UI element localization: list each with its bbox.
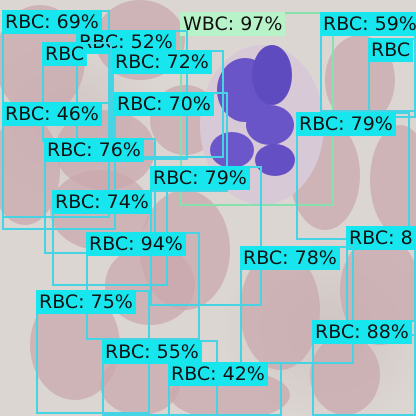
rbc-detection: RBC: 8 — [346, 226, 416, 336]
rbc-detection: RBC: 74% — [52, 190, 168, 286]
detection-label: RBC: 75% — [36, 290, 136, 314]
rbc-cell — [310, 335, 380, 415]
rbc-detection: RBC: 88% — [312, 320, 416, 416]
rbc-detection: RBC: 78% — [240, 246, 354, 364]
detection-label: RBC: 79% — [296, 112, 396, 136]
rbc-detection: RBC: 42% — [168, 362, 282, 416]
detection-label: RBC: 94% — [86, 232, 186, 256]
detection-label: WBC: 97% — [180, 12, 286, 36]
rbc-detection: RBC — [368, 38, 416, 118]
detection-label: RBC: 59% — [320, 12, 416, 36]
detection-label: RBC: 46% — [2, 102, 102, 126]
rbc-cell — [30, 290, 120, 400]
detection-label: RBC: 72% — [112, 50, 212, 74]
detection-label: RBC — [42, 42, 88, 66]
rbc-detection: RBC: 76% — [44, 138, 156, 254]
detection-label: RBC: 42% — [168, 362, 268, 386]
rbc-cell — [370, 125, 416, 235]
rbc-detection: RBC: 79% — [296, 112, 410, 240]
rbc-detection: RBC: 55% — [102, 340, 218, 416]
detection-label: RBC: 76% — [44, 138, 144, 162]
rbc-cell — [340, 235, 416, 345]
detection-label: RBC: 79% — [150, 166, 250, 190]
detection-label: RBC: 70% — [114, 92, 214, 116]
rbc-detection: RBC: 46% — [2, 102, 116, 230]
rbc-detection: RBC: 75% — [36, 290, 150, 414]
detection-label: RBC: 88% — [312, 320, 412, 344]
wbc-detection: WBC: 97% — [180, 12, 334, 206]
rbc-detection: RBC: 72% — [112, 50, 224, 158]
rbc-detection: RBC: 70% — [114, 92, 228, 192]
detection-label: RBC: 69% — [2, 10, 102, 34]
wbc-cell — [200, 45, 324, 205]
detection-label: RBC: 8 — [346, 226, 416, 250]
rbc-detection: RBC: 94% — [86, 232, 200, 340]
detection-label: RBC: 74% — [52, 190, 152, 214]
detection-label: RBC: 55% — [102, 340, 202, 364]
rbc-cell — [100, 355, 180, 415]
detection-label: RBC: 78% — [240, 246, 340, 270]
detection-label: RBC — [368, 38, 414, 62]
rbc-detection: RBC: 59% — [320, 12, 416, 112]
